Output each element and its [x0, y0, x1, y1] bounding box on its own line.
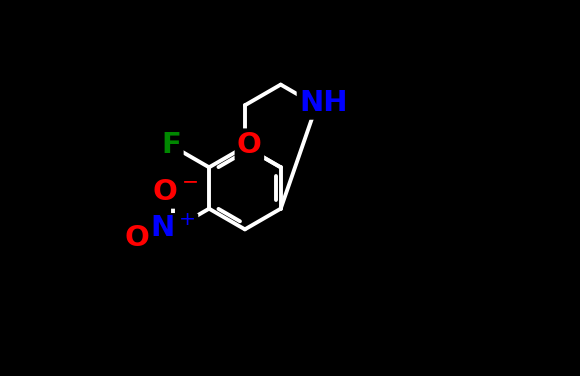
Text: F: F: [161, 131, 182, 159]
Text: O$^-$: O$^-$: [152, 178, 198, 206]
Text: O: O: [237, 131, 262, 159]
Text: N$^+$: N$^+$: [150, 215, 196, 243]
Text: NH: NH: [299, 89, 347, 117]
Text: O: O: [125, 224, 150, 252]
